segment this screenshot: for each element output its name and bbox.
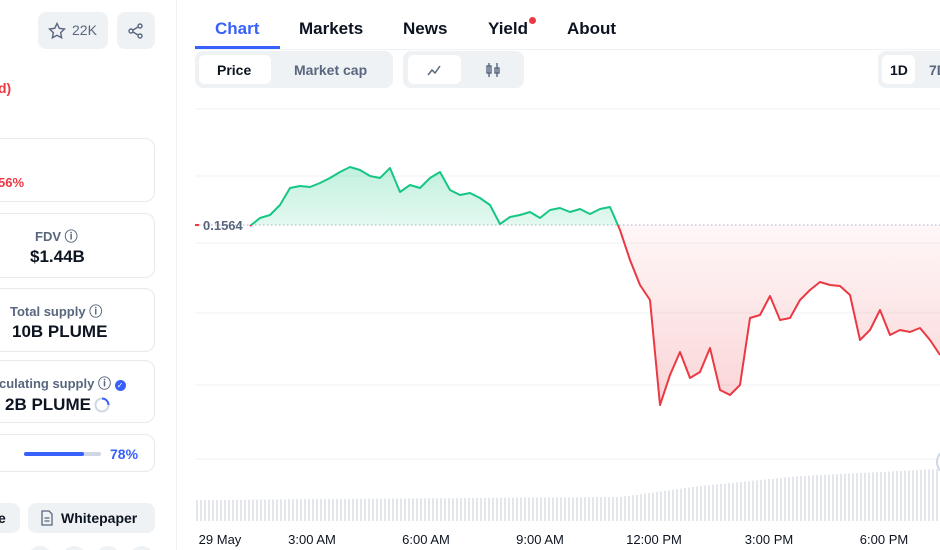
x-tick-label: 6:00 AM <box>402 532 450 547</box>
x-tick-label: 6:00 PM <box>860 532 908 547</box>
x-tick-label: 3:00 AM <box>288 532 336 547</box>
divider <box>176 0 177 550</box>
stat-value: $1.44B <box>30 247 85 266</box>
partial-heading: d) <box>0 80 12 96</box>
share-icon <box>128 23 143 39</box>
x-tick-label: 29 May <box>199 532 242 547</box>
link-button[interactable]: Whitepaper <box>28 503 155 533</box>
progress-label: 78% <box>110 446 139 462</box>
scroll-handle[interactable] <box>936 449 940 475</box>
stat-label: FDV ⓘ <box>35 229 78 244</box>
tab[interactable]: Chart <box>215 19 260 38</box>
tab[interactable]: News <box>403 19 448 38</box>
stat-value: 10B PLUME <box>12 322 108 341</box>
x-tick-label: 12:00 PM <box>626 532 682 547</box>
stat-card <box>0 138 155 202</box>
range-active[interactable] <box>882 55 915 84</box>
tab[interactable]: About <box>567 19 617 38</box>
stat-card <box>0 288 155 352</box>
stat-label: culating supply ⓘ ✓ <box>0 373 126 392</box>
stat-label-text: FDV <box>35 229 61 244</box>
stat-label-text: culating supply <box>0 376 95 391</box>
watchlist-count: 22K <box>72 22 97 38</box>
x-tick-label: 3:00 PM <box>745 532 793 547</box>
link-text: e <box>0 510 6 526</box>
doc-icon <box>41 510 53 526</box>
active-tab-indicator <box>195 46 280 49</box>
stat-value: 2B PLUME <box>5 395 91 414</box>
toggle[interactable]: Price <box>217 62 252 78</box>
progress-fill <box>24 452 85 456</box>
progress-track <box>24 452 101 456</box>
stat-card <box>0 213 155 278</box>
progress-card <box>0 434 155 472</box>
line-icon <box>427 65 441 76</box>
x-tick-label: 9:00 AM <box>516 532 564 547</box>
social-icon[interactable] <box>96 546 120 550</box>
tab[interactable]: Yield <box>488 19 528 38</box>
social-icon[interactable] <box>62 546 86 550</box>
volume-bars <box>195 469 940 521</box>
stat-card <box>0 360 155 423</box>
price-line <box>249 166 940 406</box>
verified-badge: ✓ <box>114 380 126 391</box>
baseline-label: 0.1564 <box>203 218 244 233</box>
spinner-icon <box>94 397 110 413</box>
social-icon[interactable] <box>130 546 154 550</box>
candle-icon[interactable] <box>485 62 502 78</box>
link-text: Whitepaper <box>61 510 138 526</box>
range[interactable]: 1D <box>890 62 908 78</box>
star-icon <box>48 22 66 40</box>
toggle[interactable]: Market cap <box>294 62 368 78</box>
link-button[interactable]: e <box>0 503 20 533</box>
price-area <box>250 167 940 405</box>
share-button[interactable] <box>117 12 155 49</box>
watchlist-button[interactable]: 22K <box>38 12 108 49</box>
stat-label: Total supply ⓘ <box>10 304 103 319</box>
tab[interactable]: Markets <box>299 19 364 38</box>
toggle-active[interactable] <box>199 55 271 84</box>
stat-label-text: Total supply <box>10 304 86 319</box>
tab-border <box>195 49 940 50</box>
notification-dot <box>529 17 536 24</box>
partial-change: 56% <box>0 175 25 190</box>
line-chart-button[interactable] <box>408 55 461 84</box>
range[interactable]: 7D <box>929 62 940 78</box>
social-icon[interactable] <box>28 546 52 550</box>
